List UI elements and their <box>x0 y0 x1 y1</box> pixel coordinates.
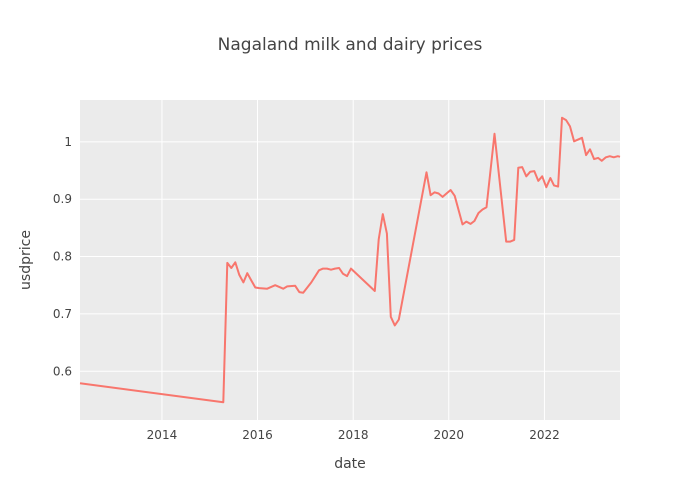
chart-title: Nagaland milk and dairy prices <box>218 35 483 55</box>
x-tick-label: 2020 <box>433 428 464 442</box>
y-tick-label: 1 <box>64 135 72 149</box>
y-axis-title: usdprice <box>18 230 34 290</box>
x-tick-label: 2016 <box>242 428 273 442</box>
tick-labels: 0.6 0.7 0.8 0.9 1 2014 2016 2018 2020 2022 <box>53 135 560 442</box>
x-tick-label: 2022 <box>529 428 560 442</box>
y-tick-label: 0.7 <box>53 307 72 321</box>
plot-area <box>80 100 620 420</box>
x-tick-label: 2018 <box>338 428 369 442</box>
y-tick-label: 0.8 <box>53 250 72 264</box>
x-axis-title: date <box>334 456 366 472</box>
x-tick-label: 2014 <box>147 428 178 442</box>
y-tick-label: 0.6 <box>53 364 72 378</box>
series-layer <box>79 116 621 404</box>
series-line <box>79 116 621 404</box>
grid <box>80 100 620 420</box>
y-tick-label: 0.9 <box>53 192 72 206</box>
